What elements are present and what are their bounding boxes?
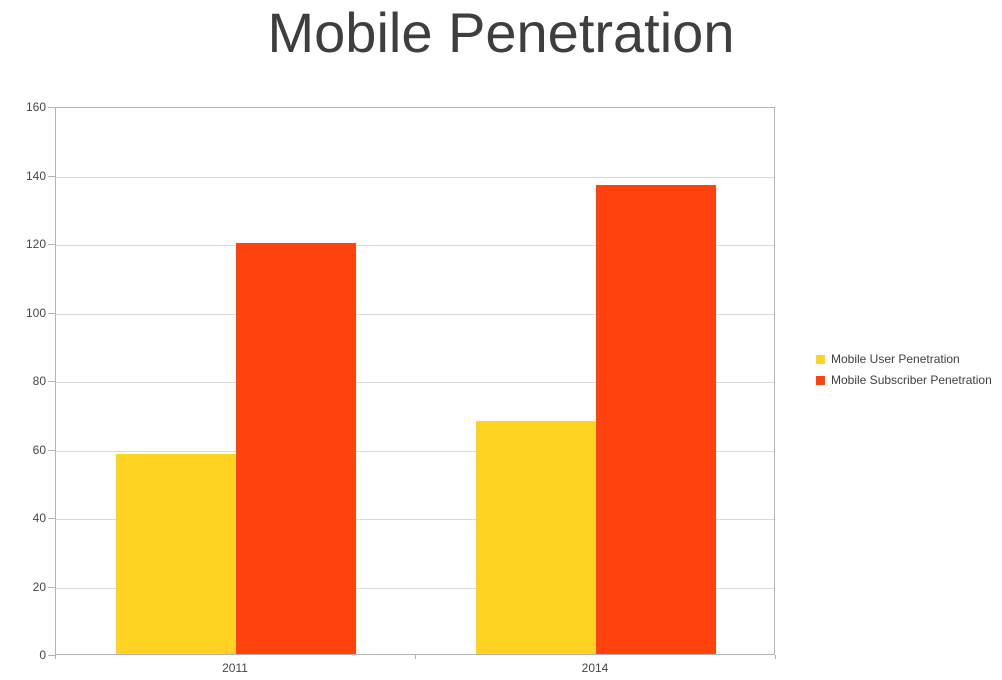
y-tick-40 [48,518,55,519]
bar-mobile-user-penetration-2011 [116,453,236,654]
x-axis-label-2014: 2014 [581,661,609,675]
gridline-120 [56,245,774,246]
x-tick-2 [775,655,776,659]
legend-label: Mobile User Penetration [831,352,960,366]
y-tick-80 [48,381,55,382]
y-tick-160 [48,107,55,108]
y-axis-label-0: 0 [39,648,46,662]
bar-mobile-user-penetration-2014 [476,421,596,654]
gridline-20 [56,587,774,589]
y-tick-0 [48,655,55,656]
gridline-60 [56,450,774,452]
y-tick-60 [48,449,55,451]
y-tick-140 [48,175,55,177]
gridline-40 [56,519,774,520]
chart-title: Mobile Penetration [267,1,735,64]
legend-swatch-icon [816,354,825,364]
legend-label: Mobile Subscriber Penetration [831,373,992,387]
legend-item-mobile-user-penetration: Mobile User Penetration [816,352,992,366]
y-tick-20 [48,586,55,588]
y-axis-label-40: 40 [32,511,46,525]
gridline-100 [56,313,774,315]
y-axis-label-160: 160 [25,100,46,114]
y-tick-120 [48,244,55,245]
bar-mobile-subscriber-penetration-2014 [596,184,716,654]
y-tick-100 [48,312,55,314]
plot-area [55,107,775,655]
x-axis-label-2011: 2011 [222,661,248,675]
legend-swatch-icon [816,375,825,385]
x-tick-1 [415,655,416,659]
y-axis-label-100: 100 [25,305,46,320]
bar-mobile-subscriber-penetration-2011 [236,243,356,654]
y-axis-label-80: 80 [32,374,46,388]
y-axis-label-120: 120 [25,237,46,251]
y-axis-label-20: 20 [32,579,46,594]
legend-item-mobile-subscriber-penetration: Mobile Subscriber Penetration [816,373,992,387]
gridline-140 [56,176,774,178]
y-axis-label-60: 60 [32,442,46,457]
legend: Mobile User Penetration Mobile Subscriber… [816,352,992,394]
x-tick-0 [55,655,56,659]
y-axis-label-140: 140 [25,168,46,183]
gridline-80 [56,382,774,383]
